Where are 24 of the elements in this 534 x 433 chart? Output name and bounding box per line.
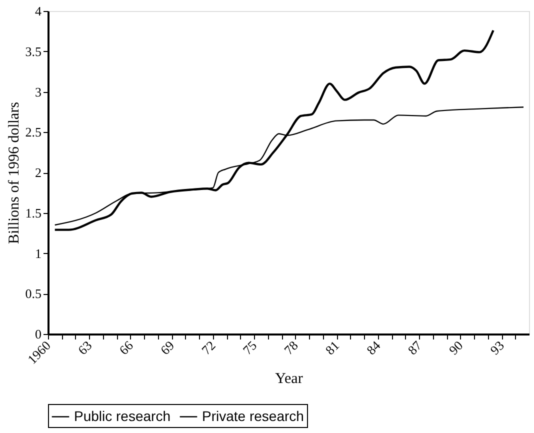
legend-label: Public research bbox=[74, 408, 170, 424]
y-axis-title: Billions of 1996 dollars bbox=[6, 102, 22, 244]
x-axis-title: Year bbox=[275, 370, 303, 387]
x-tick-label: 78 bbox=[281, 338, 301, 358]
x-tick-label: 90 bbox=[446, 338, 466, 358]
x-tick-label: 87 bbox=[404, 337, 425, 358]
x-tick-label: 63 bbox=[74, 338, 95, 358]
y-tick-label: 0.5 bbox=[25, 286, 42, 302]
y-tick-label: 2.5 bbox=[25, 124, 42, 140]
x-tick-label: 75 bbox=[240, 338, 260, 358]
x-tick-label: 72 bbox=[198, 338, 218, 358]
legend-label: Private research bbox=[202, 408, 304, 424]
x-tick-label: 84 bbox=[363, 337, 384, 358]
y-tick-label: 2 bbox=[35, 165, 42, 180]
y-tick-label: 1 bbox=[35, 246, 42, 261]
y-tick-label: 1.5 bbox=[25, 205, 42, 220]
x-tick-label: 81 bbox=[322, 338, 342, 358]
x-tick-label: 93 bbox=[487, 338, 507, 358]
y-tick-label: 3.5 bbox=[25, 44, 42, 59]
y-tick-label: 3 bbox=[35, 84, 42, 100]
y-tick-label: 0 bbox=[35, 326, 42, 342]
x-tick-label: 69 bbox=[157, 338, 178, 358]
x-tick-label: 66 bbox=[116, 337, 136, 358]
y-tick-label: 4 bbox=[35, 4, 42, 18]
